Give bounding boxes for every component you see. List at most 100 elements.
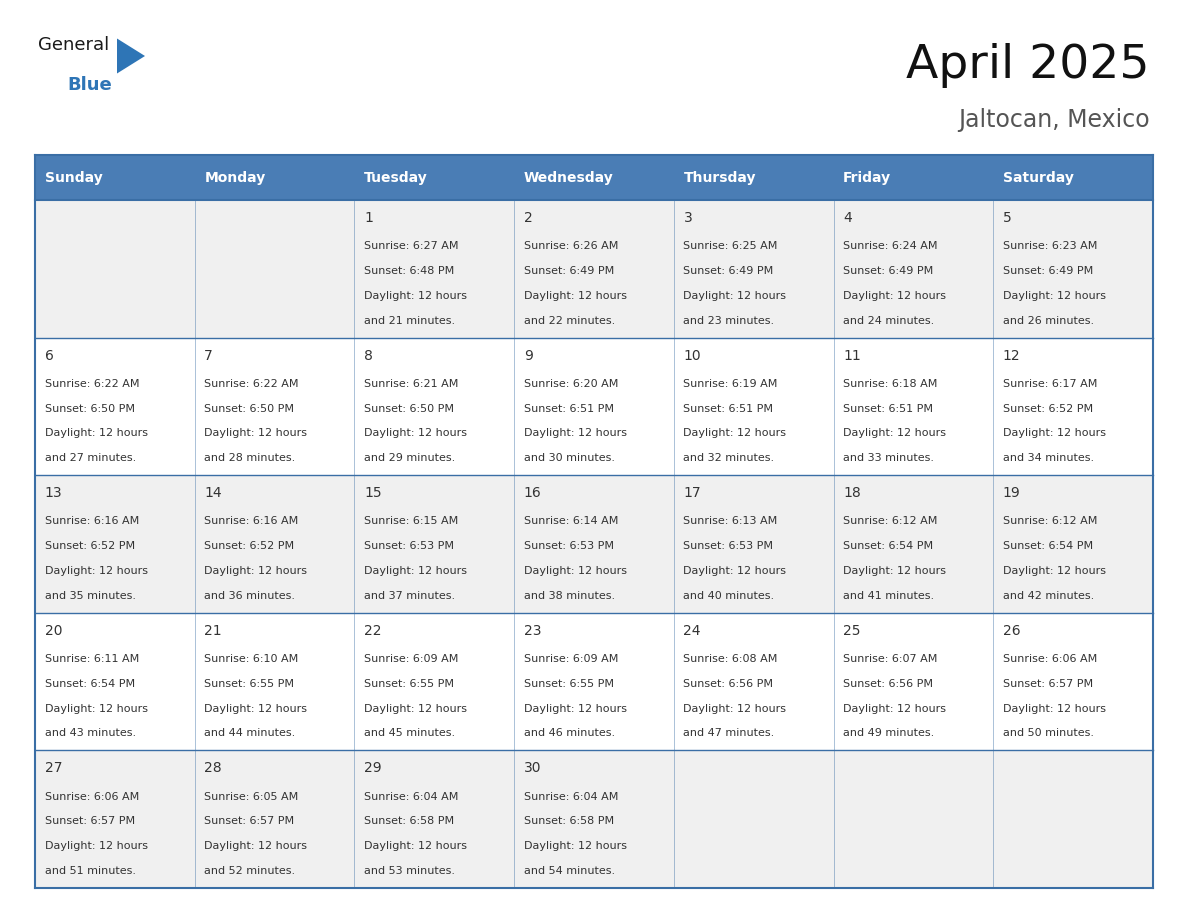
Text: Monday: Monday	[204, 171, 266, 185]
Text: and 50 minutes.: and 50 minutes.	[1003, 728, 1094, 738]
Text: 6: 6	[45, 349, 53, 363]
Text: Sunset: 6:57 PM: Sunset: 6:57 PM	[45, 816, 134, 826]
Text: 22: 22	[364, 624, 381, 638]
Text: Tuesday: Tuesday	[364, 171, 428, 185]
Text: Daylight: 12 hours: Daylight: 12 hours	[364, 429, 467, 439]
Text: 8: 8	[364, 349, 373, 363]
Text: Sunset: 6:57 PM: Sunset: 6:57 PM	[204, 816, 295, 826]
Text: and 38 minutes.: and 38 minutes.	[524, 591, 615, 600]
Text: Daylight: 12 hours: Daylight: 12 hours	[1003, 703, 1106, 713]
Polygon shape	[116, 39, 145, 73]
Text: Daylight: 12 hours: Daylight: 12 hours	[1003, 429, 1106, 439]
Text: Sunrise: 6:11 AM: Sunrise: 6:11 AM	[45, 655, 139, 664]
Text: 16: 16	[524, 487, 542, 500]
Text: Daylight: 12 hours: Daylight: 12 hours	[843, 429, 946, 439]
Text: and 30 minutes.: and 30 minutes.	[524, 453, 614, 464]
Text: Sunset: 6:50 PM: Sunset: 6:50 PM	[45, 404, 134, 414]
Text: Sunset: 6:49 PM: Sunset: 6:49 PM	[683, 266, 773, 276]
Text: Saturday: Saturday	[1003, 171, 1074, 185]
Text: Sunset: 6:53 PM: Sunset: 6:53 PM	[524, 542, 614, 551]
Text: and 28 minutes.: and 28 minutes.	[204, 453, 296, 464]
Text: Daylight: 12 hours: Daylight: 12 hours	[843, 703, 946, 713]
Text: Daylight: 12 hours: Daylight: 12 hours	[524, 566, 627, 576]
Text: Sunrise: 6:04 AM: Sunrise: 6:04 AM	[364, 791, 459, 801]
Text: 9: 9	[524, 349, 532, 363]
Text: Sunrise: 6:05 AM: Sunrise: 6:05 AM	[204, 791, 298, 801]
Text: and 52 minutes.: and 52 minutes.	[204, 866, 296, 876]
Bar	[34, 750, 1154, 888]
Text: Sunrise: 6:21 AM: Sunrise: 6:21 AM	[364, 379, 459, 389]
Text: and 40 minutes.: and 40 minutes.	[683, 591, 775, 600]
Text: Jaltocan, Mexico: Jaltocan, Mexico	[959, 108, 1150, 132]
Text: Sunrise: 6:12 AM: Sunrise: 6:12 AM	[843, 517, 937, 527]
Text: Daylight: 12 hours: Daylight: 12 hours	[683, 703, 786, 713]
Text: Sunrise: 6:14 AM: Sunrise: 6:14 AM	[524, 517, 618, 527]
Text: Daylight: 12 hours: Daylight: 12 hours	[524, 429, 627, 439]
Text: 20: 20	[45, 624, 62, 638]
Text: and 29 minutes.: and 29 minutes.	[364, 453, 455, 464]
Text: Sunrise: 6:19 AM: Sunrise: 6:19 AM	[683, 379, 778, 389]
Text: 11: 11	[843, 349, 861, 363]
Text: and 22 minutes.: and 22 minutes.	[524, 316, 615, 326]
Text: 26: 26	[1003, 624, 1020, 638]
Text: Sunset: 6:48 PM: Sunset: 6:48 PM	[364, 266, 454, 276]
Bar	[34, 200, 1154, 338]
Text: and 43 minutes.: and 43 minutes.	[45, 728, 135, 738]
Text: April 2025: April 2025	[906, 43, 1150, 88]
Text: Sunrise: 6:22 AM: Sunrise: 6:22 AM	[45, 379, 139, 389]
Text: Daylight: 12 hours: Daylight: 12 hours	[364, 566, 467, 576]
Text: Daylight: 12 hours: Daylight: 12 hours	[524, 291, 627, 301]
Text: Sunset: 6:55 PM: Sunset: 6:55 PM	[204, 678, 295, 688]
Text: Sunset: 6:51 PM: Sunset: 6:51 PM	[843, 404, 933, 414]
Text: 4: 4	[843, 211, 852, 225]
Text: Daylight: 12 hours: Daylight: 12 hours	[204, 566, 308, 576]
Text: 24: 24	[683, 624, 701, 638]
Text: and 53 minutes.: and 53 minutes.	[364, 866, 455, 876]
Text: Daylight: 12 hours: Daylight: 12 hours	[524, 841, 627, 851]
FancyBboxPatch shape	[834, 155, 993, 200]
Text: and 51 minutes.: and 51 minutes.	[45, 866, 135, 876]
Text: Sunset: 6:54 PM: Sunset: 6:54 PM	[45, 678, 134, 688]
Text: Sunrise: 6:24 AM: Sunrise: 6:24 AM	[843, 241, 937, 252]
Text: General: General	[38, 36, 109, 54]
Text: Sunset: 6:58 PM: Sunset: 6:58 PM	[524, 816, 614, 826]
Text: Sunrise: 6:18 AM: Sunrise: 6:18 AM	[843, 379, 937, 389]
Text: Sunset: 6:55 PM: Sunset: 6:55 PM	[364, 678, 454, 688]
Text: Thursday: Thursday	[683, 171, 756, 185]
Text: Sunrise: 6:13 AM: Sunrise: 6:13 AM	[683, 517, 778, 527]
Text: and 36 minutes.: and 36 minutes.	[204, 591, 296, 600]
Text: and 42 minutes.: and 42 minutes.	[1003, 591, 1094, 600]
Text: and 27 minutes.: and 27 minutes.	[45, 453, 135, 464]
Text: Sunset: 6:51 PM: Sunset: 6:51 PM	[524, 404, 614, 414]
Text: Sunrise: 6:22 AM: Sunrise: 6:22 AM	[204, 379, 299, 389]
Text: Sunrise: 6:17 AM: Sunrise: 6:17 AM	[1003, 379, 1098, 389]
Text: Sunset: 6:54 PM: Sunset: 6:54 PM	[843, 542, 934, 551]
Text: Friday: Friday	[843, 171, 891, 185]
Text: 13: 13	[45, 487, 62, 500]
Text: Sunset: 6:52 PM: Sunset: 6:52 PM	[45, 542, 134, 551]
Text: 1: 1	[364, 211, 373, 225]
Text: Sunset: 6:56 PM: Sunset: 6:56 PM	[683, 678, 773, 688]
Text: Sunset: 6:56 PM: Sunset: 6:56 PM	[843, 678, 933, 688]
Text: Daylight: 12 hours: Daylight: 12 hours	[1003, 566, 1106, 576]
Text: Sunrise: 6:26 AM: Sunrise: 6:26 AM	[524, 241, 618, 252]
Text: Sunrise: 6:04 AM: Sunrise: 6:04 AM	[524, 791, 618, 801]
Text: Sunset: 6:55 PM: Sunset: 6:55 PM	[524, 678, 614, 688]
Text: Daylight: 12 hours: Daylight: 12 hours	[1003, 291, 1106, 301]
Text: Daylight: 12 hours: Daylight: 12 hours	[843, 291, 946, 301]
Text: and 54 minutes.: and 54 minutes.	[524, 866, 615, 876]
Text: Sunrise: 6:27 AM: Sunrise: 6:27 AM	[364, 241, 459, 252]
Text: Sunrise: 6:16 AM: Sunrise: 6:16 AM	[45, 517, 139, 527]
Text: Sunset: 6:52 PM: Sunset: 6:52 PM	[1003, 404, 1093, 414]
Text: Daylight: 12 hours: Daylight: 12 hours	[45, 566, 147, 576]
Text: Sunset: 6:58 PM: Sunset: 6:58 PM	[364, 816, 454, 826]
Text: 10: 10	[683, 349, 701, 363]
Text: Sunset: 6:50 PM: Sunset: 6:50 PM	[364, 404, 454, 414]
Text: Sunset: 6:53 PM: Sunset: 6:53 PM	[364, 542, 454, 551]
Text: Sunrise: 6:06 AM: Sunrise: 6:06 AM	[45, 791, 139, 801]
Text: Sunrise: 6:16 AM: Sunrise: 6:16 AM	[204, 517, 298, 527]
Text: Sunrise: 6:08 AM: Sunrise: 6:08 AM	[683, 655, 778, 664]
Text: and 45 minutes.: and 45 minutes.	[364, 728, 455, 738]
Text: Sunrise: 6:12 AM: Sunrise: 6:12 AM	[1003, 517, 1098, 527]
Bar	[34, 338, 1154, 476]
